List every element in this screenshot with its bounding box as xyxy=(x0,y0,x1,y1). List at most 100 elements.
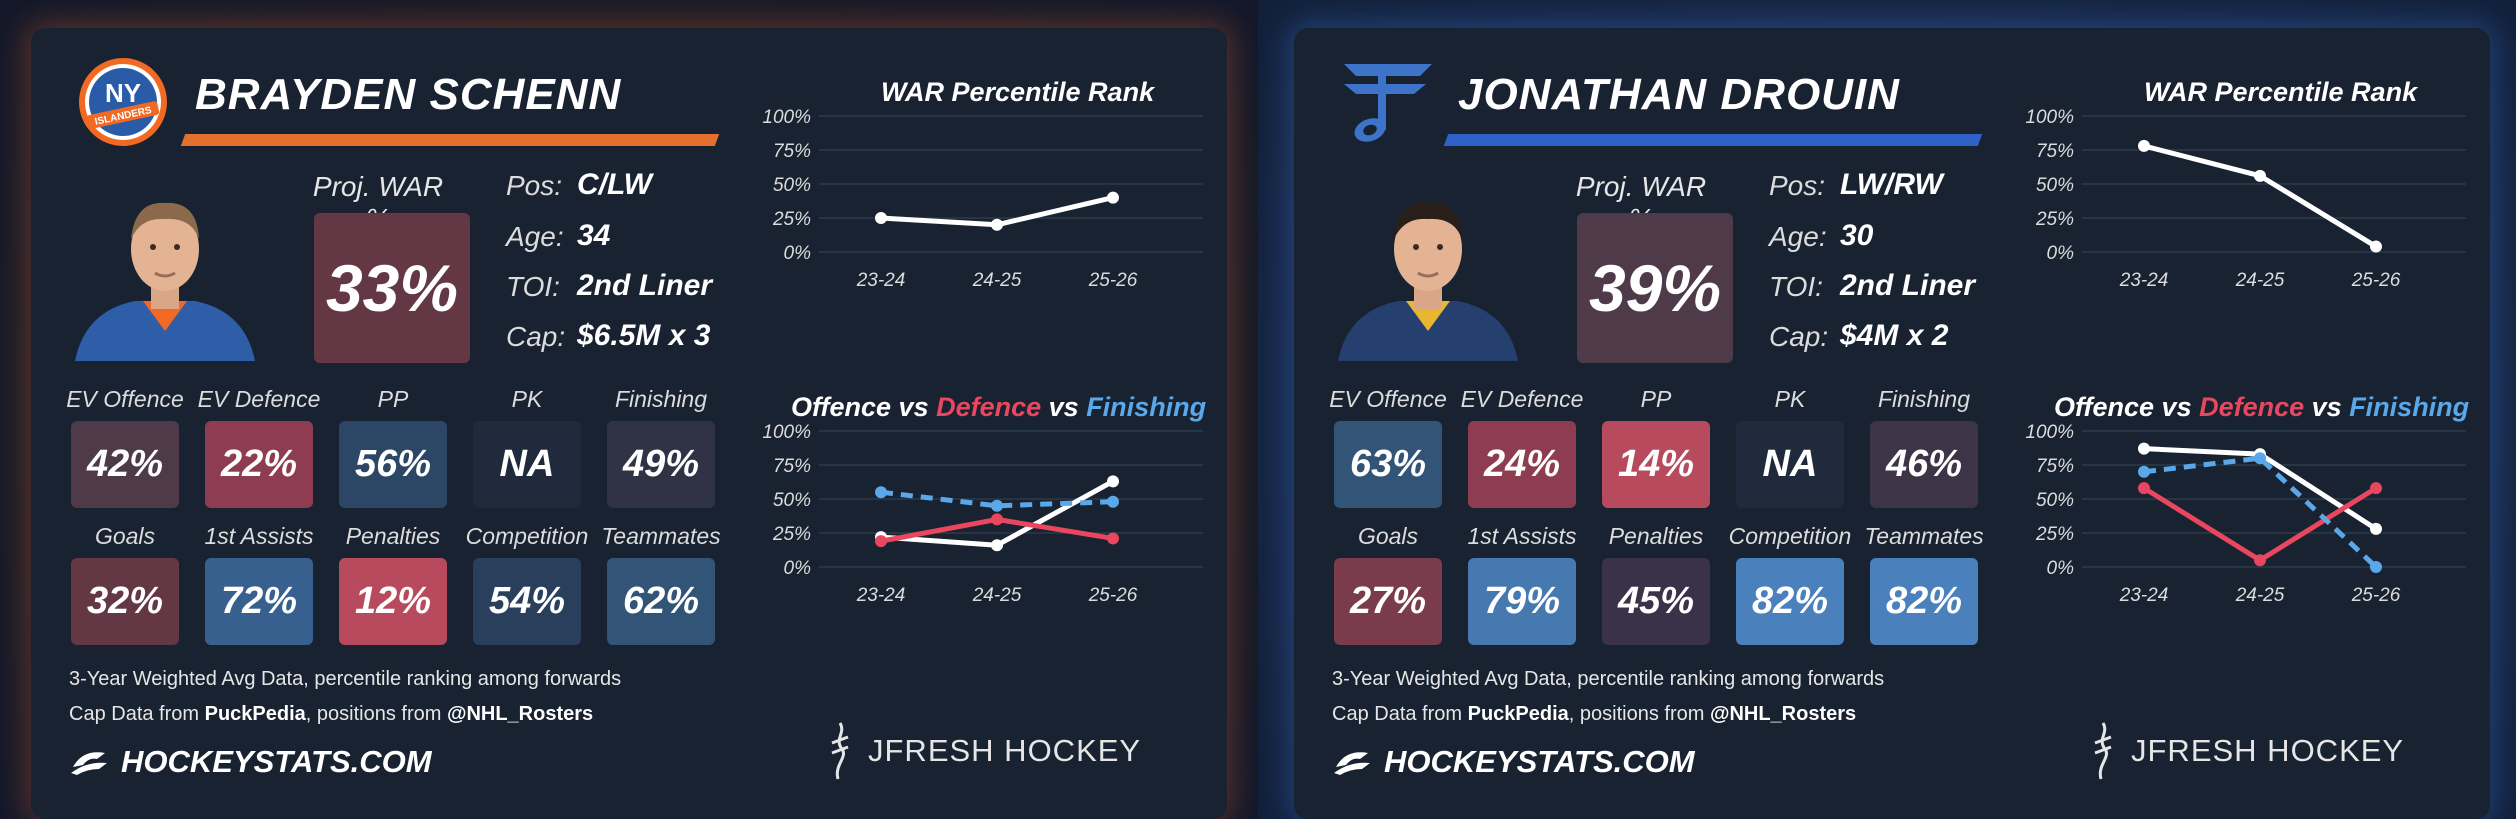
line-chart: WAR Percentile Rank 0% 25% 50% 75% 100% 23-24 2… xyxy=(762,77,1203,291)
metric-value-1st-assists: 72% xyxy=(205,558,313,645)
y-tick-label: 0% xyxy=(784,243,812,264)
chart-title-part: Defence xyxy=(2199,392,2304,422)
player-photo xyxy=(1328,161,1528,361)
info-value-age: 30 xyxy=(1840,219,1874,252)
proj-war-value: 33% xyxy=(314,213,470,363)
y-tick-label: 75% xyxy=(773,141,811,162)
metric-value-finishing: 46% xyxy=(1870,421,1978,508)
y-tick-label: 50% xyxy=(773,175,811,196)
islanders-logo-svg: NY ISLANDERS xyxy=(79,58,167,146)
y-tick-label: 50% xyxy=(2036,175,2074,196)
y-tick-label: 100% xyxy=(762,422,811,443)
metric-label: PP xyxy=(1640,386,1672,412)
chart-title: Offence vs Defence vs Finishing xyxy=(791,392,1207,422)
metric-value-teammates: 62% xyxy=(607,558,715,645)
metric-value-finishing: 49% xyxy=(607,421,715,508)
chart-title-part: Defence xyxy=(936,392,1041,422)
line-chart: Offence vs Defence vs Finishing 0% 25% 50% 7… xyxy=(2025,392,2469,606)
player-name: JONATHAN DROUIN xyxy=(1458,70,1900,119)
svg-text:NY: NY xyxy=(105,78,141,108)
series-line-finishing xyxy=(2143,455,2378,569)
puckpedia-link: PuckPedia xyxy=(1467,703,1569,725)
y-tick-label: 0% xyxy=(2047,558,2075,579)
info-value-pos: C/LW xyxy=(577,168,652,201)
chart-title-part: Offence xyxy=(2054,392,2154,422)
data-point-war xyxy=(2370,240,2382,253)
accent-bar xyxy=(180,134,720,146)
player-name: BRAYDEN SCHENN xyxy=(195,70,622,119)
chart-title-part: Offence xyxy=(791,392,891,422)
footnote-sources: Cap Data from PuckPedia, positions from … xyxy=(69,703,593,726)
metric-label: EV Defence xyxy=(1460,386,1584,412)
x-tick-label: 24-25 xyxy=(972,270,1022,291)
proj-war-value: 39% xyxy=(1577,213,1733,363)
metric-label: Competition xyxy=(1728,523,1852,549)
accent-bar xyxy=(1443,134,1983,146)
y-tick-label: 100% xyxy=(762,107,811,128)
metric-label: EV Offence xyxy=(66,386,184,412)
chart-title-part: vs xyxy=(891,392,936,422)
info-value-age: 34 xyxy=(577,219,611,252)
metric-label: 1st Assists xyxy=(204,523,314,549)
metric-label: 1st Assists xyxy=(1467,523,1577,549)
metric-value-ev-offence: 63% xyxy=(1334,421,1442,508)
line-chart: Offence vs Defence vs Finishing 0% 25% 50% 7… xyxy=(762,392,1206,606)
info-value-toi: 2nd Liner xyxy=(577,269,713,302)
data-point-finishing xyxy=(2138,465,2150,478)
metric-label: Goals xyxy=(94,523,156,549)
metric-value-pk: NA xyxy=(1736,421,1844,508)
player-photo xyxy=(65,161,265,361)
charts-svg: WAR Percentile Rank 0% 25% 50% 75% 100% 23-24 2… xyxy=(762,77,1206,606)
metric-value-teammates: 82% xyxy=(1870,558,1978,645)
footnote-text: Cap Data from xyxy=(1332,703,1468,725)
chart-title-part: vs xyxy=(1041,392,1086,422)
data-point-finishing xyxy=(2254,452,2266,465)
y-tick-label: 25% xyxy=(772,209,811,230)
brand-name: JFRESH HOCKEY xyxy=(2131,733,2405,768)
metric-label: Teammates xyxy=(601,523,721,549)
player-silhouette xyxy=(1338,202,1518,361)
info-label: TOI: xyxy=(1769,271,1823,302)
metric-value-pp: 56% xyxy=(339,421,447,508)
data-point-defence xyxy=(991,513,1003,526)
chart-title-part: Finishing xyxy=(1086,392,1206,422)
metric-value-1st-assists: 79% xyxy=(1468,558,1576,645)
y-tick-label: 75% xyxy=(773,456,811,477)
metric-value-ev-defence: 22% xyxy=(205,421,313,508)
data-point-war xyxy=(2254,169,2266,182)
data-point-offence xyxy=(991,539,1003,552)
data-point-finishing xyxy=(991,499,1003,512)
y-tick-label: 25% xyxy=(2035,524,2074,545)
puckpedia-link: PuckPedia xyxy=(204,703,306,725)
metric-value-competition: 54% xyxy=(473,558,581,645)
footnote-text: Cap Data from xyxy=(69,703,205,725)
data-point-defence xyxy=(1107,532,1119,545)
metric-label: Penalties xyxy=(345,523,441,549)
metric-label: PK xyxy=(1774,386,1806,412)
hockeystats-brand: HOCKEYSTATS.COM xyxy=(1332,744,1695,780)
info-label: Age: xyxy=(1769,221,1827,252)
data-point-offence xyxy=(1107,475,1119,488)
metric-label: Teammates xyxy=(1864,523,1984,549)
line-chart: WAR Percentile Rank 0% 25% 50% 75% 100% 23-24 2… xyxy=(2025,77,2466,291)
info-value-cap: $6.5M x 3 xyxy=(577,319,711,352)
chart-title-part: vs xyxy=(2304,392,2349,422)
hockeystats-icon xyxy=(1334,752,1370,775)
x-tick-label: 24-25 xyxy=(2235,585,2285,606)
chart-title-part: vs xyxy=(2154,392,2199,422)
data-point-offence xyxy=(2138,442,2150,455)
info-value-pos: LW/RW xyxy=(1840,168,1943,201)
metric-label: Finishing xyxy=(614,386,708,412)
metric-value-goals: 27% xyxy=(1334,558,1442,645)
x-tick-label: 23-24 xyxy=(856,270,906,291)
player-card-schenn: NY ISLANDERS BRAYDEN SCHENN Proj. WAR % … xyxy=(31,28,1227,819)
data-point-defence xyxy=(875,535,887,548)
metric-label: EV Offence xyxy=(1329,386,1447,412)
hockeystats-brand: HOCKEYSTATS.COM xyxy=(69,744,432,780)
y-tick-label: 75% xyxy=(2036,141,2074,162)
metric-label: Competition xyxy=(465,523,589,549)
x-tick-label: 25-26 xyxy=(1088,585,1138,606)
y-tick-label: 0% xyxy=(784,558,812,579)
x-tick-label: 25-26 xyxy=(1088,270,1138,291)
data-point-defence xyxy=(2254,554,2266,567)
